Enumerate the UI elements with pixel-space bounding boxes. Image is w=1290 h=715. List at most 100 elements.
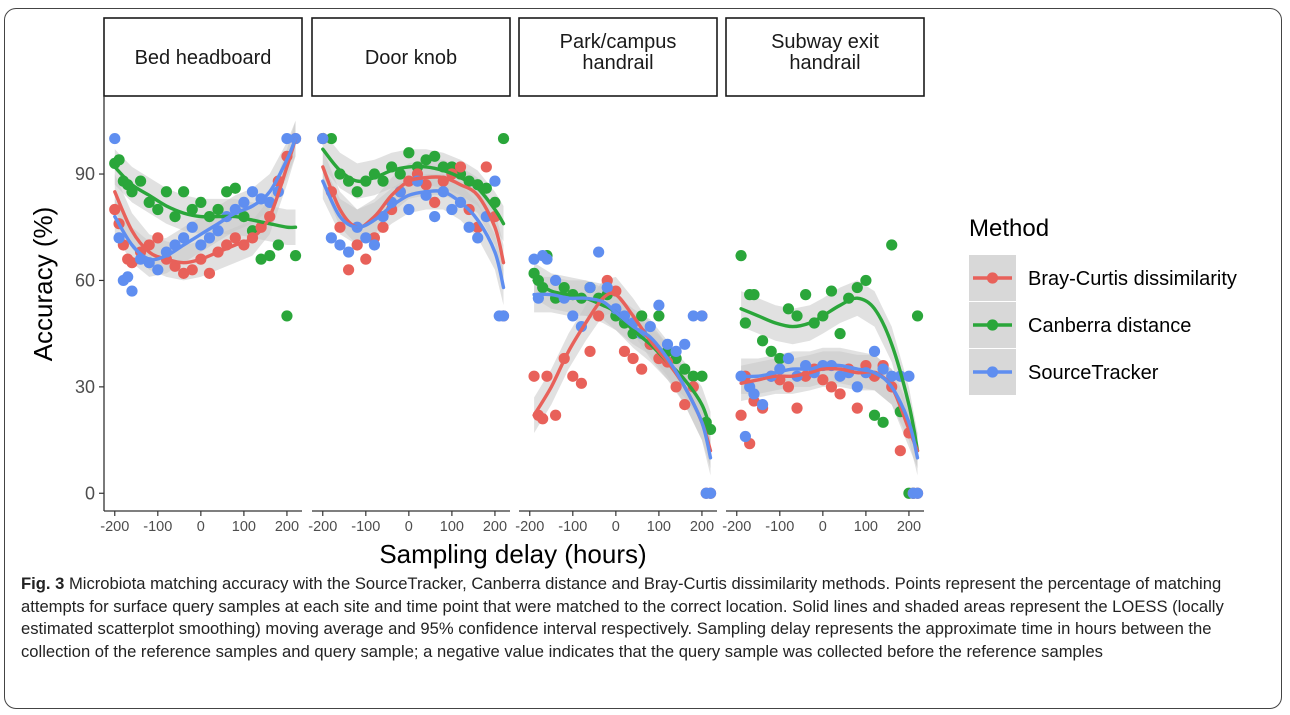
data-point [255,253,267,265]
data-point [429,150,441,162]
data-point [109,203,121,216]
facet-panels: Bed headboard -200 -100 0 100 200 Door knob -20… [100,17,925,535]
data-point [670,345,682,357]
x-tick-label: 200 [483,519,507,535]
x-tick-label: -100 [765,519,794,535]
data-point [886,370,898,382]
data-point [653,299,665,311]
data-point [152,264,164,276]
x-tick-label: -100 [143,519,172,535]
facet-panel: Subway exit handrail -200 -100 0 100 200 [722,17,925,535]
x-tick-label: -200 [722,519,751,535]
data-point [886,239,898,251]
x-tick-label: 0 [405,519,413,535]
facet-panel: Park/campus handrail -200 -100 0 100 200 [515,17,718,535]
data-point [377,175,389,187]
data-point [748,388,760,400]
legend-label: Bray-Curtis dissimilarity [1028,268,1237,290]
x-tick-label: -100 [351,519,380,535]
data-point [420,154,432,166]
data-point [584,281,596,294]
data-point [834,328,846,340]
data-point [454,161,467,173]
data-point [774,352,786,365]
data-point [735,250,747,262]
data-point [152,203,164,216]
data-point [229,182,241,194]
legend-label: SourceTracker [1028,362,1159,384]
data-point [756,335,769,347]
x-tick-label: 0 [612,519,620,535]
data-point [429,196,441,209]
legend-label: Canberra distance [1028,315,1191,337]
data-point [195,239,207,251]
data-point [178,186,190,198]
data-point [800,289,812,301]
data-point [911,487,924,499]
data-point [221,186,233,198]
data-point [593,310,605,322]
data-point [868,409,881,421]
data-point [537,413,549,425]
data-point [782,352,795,365]
data-point [679,338,691,350]
data-point [567,370,579,382]
facet-strip [103,17,303,97]
data-point [782,303,795,315]
data-point [334,239,346,251]
legend-key-point [986,366,999,378]
facet-panel: Bed headboard -200 -100 0 100 200 [100,17,303,535]
data-point [584,345,596,357]
data-point [765,345,777,357]
data-point [903,370,915,382]
data-point [325,232,337,244]
x-tick-label: 100 [232,519,256,535]
data-point [281,310,293,322]
loess-line [739,363,920,460]
data-point [152,232,164,244]
data-point [325,132,337,145]
data-point [739,317,751,329]
data-point [429,210,441,223]
facet-strip-title: Subway exit handrail [771,31,879,74]
data-point [272,239,284,251]
data-point [679,363,691,375]
y-tick-label: 90 [75,164,95,184]
data-point [281,132,293,145]
x-tick-label: 100 [440,519,464,535]
loess-line [321,179,506,290]
data-point [377,221,389,233]
data-point [203,267,216,279]
data-point [653,310,665,322]
data-point [342,246,355,258]
data-point [334,221,346,233]
facet-strip [311,17,511,97]
x-tick-label: 100 [854,519,878,535]
data-point [791,402,803,414]
data-point [178,232,190,244]
data-point [342,264,355,276]
legend-key-point [986,272,999,284]
legend-key-point [986,319,999,331]
data-point [472,232,484,244]
x-tick-label: 200 [275,519,299,535]
x-tick-label: -200 [515,519,544,535]
data-point [670,381,682,393]
y-axis-title: Accuracy (%) [28,207,58,362]
confidence-band [322,131,504,242]
data-point [601,281,613,294]
loess-line [113,136,298,265]
data-point [851,281,863,294]
data-point [360,253,372,265]
data-point [739,430,751,443]
data-point [696,370,708,382]
data-point [134,175,147,187]
data-point [756,398,769,411]
data-point [109,132,121,145]
data-point [351,186,363,198]
data-point [143,196,155,209]
facet-strip [518,17,718,97]
data-point [868,345,881,357]
x-tick-label: -200 [100,519,129,535]
data-point [735,409,747,421]
